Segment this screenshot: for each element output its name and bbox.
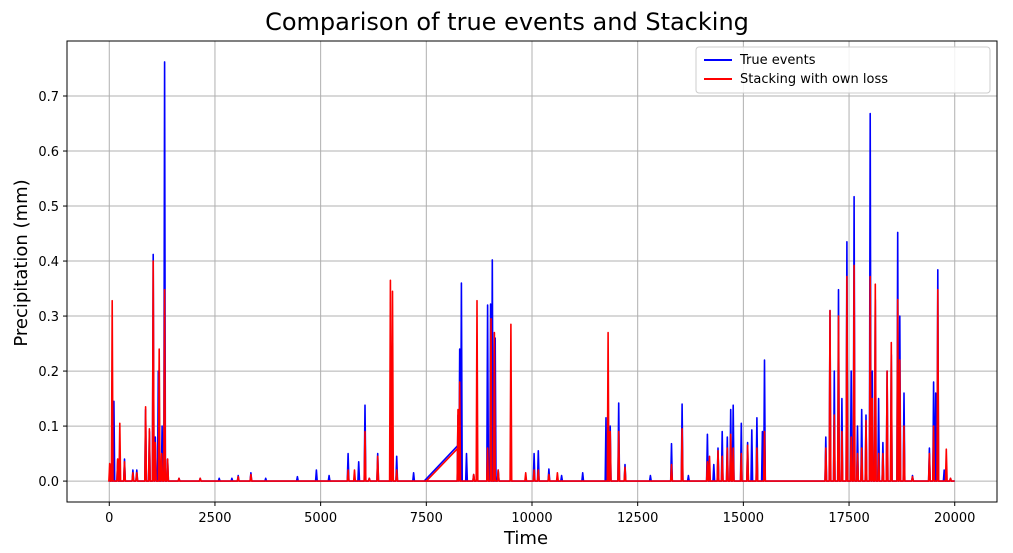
x-gridlines bbox=[108, 41, 956, 502]
legend: True events Stacking with own loss bbox=[695, 46, 991, 94]
legend-label-stacking: Stacking with own loss bbox=[740, 72, 888, 87]
y-tick-label: 0.3 bbox=[38, 310, 59, 325]
x-axis-label: Time bbox=[503, 528, 548, 549]
x-tick-label: 20000 bbox=[934, 511, 975, 526]
x-tick-label: 10000 bbox=[511, 511, 552, 526]
x-axis-ticks: 0 2500 5000 7500 10000 12500 15000 17500 20000 bbox=[105, 502, 975, 526]
y-tick-label: 0.4 bbox=[38, 255, 59, 270]
y-tick-label: 0.5 bbox=[38, 200, 59, 215]
y-tick-label: 0.7 bbox=[38, 90, 59, 105]
x-tick-label: 0 bbox=[105, 511, 113, 526]
x-tick-label: 2500 bbox=[198, 511, 231, 526]
y-tick-label: 0.1 bbox=[38, 420, 59, 435]
x-tick-label: 17500 bbox=[828, 511, 869, 526]
x-tick-label: 12500 bbox=[617, 511, 658, 526]
series-line-1 bbox=[108, 260, 955, 482]
y-axis-ticks: 0.0 0.1 0.2 0.3 0.4 0.5 0.6 0.7 bbox=[38, 90, 67, 490]
series-layer bbox=[108, 61, 955, 482]
series-ramp-0 bbox=[423, 444, 459, 482]
x-tick-label: 7500 bbox=[410, 511, 443, 526]
chart-title: Comparison of true events and Stacking bbox=[265, 8, 749, 36]
y-tick-label: 0.0 bbox=[38, 475, 59, 490]
legend-box bbox=[695, 46, 991, 94]
x-tick-label: 15000 bbox=[723, 511, 764, 526]
legend-label-true-events: True events bbox=[739, 53, 816, 68]
x-tick-label: 5000 bbox=[304, 511, 337, 526]
y-tick-label: 0.2 bbox=[38, 365, 59, 380]
y-tick-label: 0.6 bbox=[38, 145, 59, 160]
y-axis-label: Precipitation (mm) bbox=[11, 179, 32, 346]
series-ramp-1 bbox=[425, 447, 459, 482]
